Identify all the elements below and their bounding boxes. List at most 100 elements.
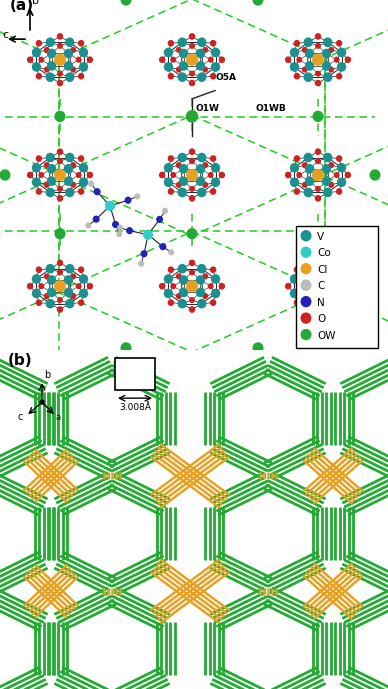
Circle shape	[328, 182, 334, 188]
Circle shape	[64, 287, 73, 297]
Circle shape	[323, 264, 333, 274]
Circle shape	[202, 274, 208, 280]
Circle shape	[290, 289, 299, 298]
Circle shape	[210, 188, 217, 195]
Circle shape	[337, 274, 346, 284]
Circle shape	[197, 187, 206, 197]
Circle shape	[36, 188, 42, 195]
Circle shape	[36, 267, 42, 273]
Circle shape	[36, 40, 42, 47]
Circle shape	[197, 264, 206, 274]
Circle shape	[322, 61, 331, 71]
Circle shape	[189, 80, 195, 86]
Circle shape	[328, 47, 334, 53]
Circle shape	[65, 153, 74, 163]
Text: O1W: O1W	[196, 104, 220, 113]
Circle shape	[168, 188, 174, 195]
Circle shape	[70, 47, 76, 53]
Circle shape	[189, 158, 195, 164]
Circle shape	[45, 264, 55, 274]
Circle shape	[168, 267, 174, 273]
Circle shape	[312, 54, 324, 66]
Text: O: O	[317, 314, 325, 324]
Circle shape	[322, 164, 331, 174]
Circle shape	[57, 186, 63, 192]
Circle shape	[94, 188, 100, 195]
Circle shape	[211, 163, 220, 172]
Circle shape	[336, 299, 342, 306]
Circle shape	[197, 153, 206, 163]
Circle shape	[57, 80, 63, 86]
Circle shape	[170, 283, 176, 289]
Circle shape	[315, 297, 321, 303]
Circle shape	[159, 283, 165, 289]
Circle shape	[93, 216, 100, 223]
Circle shape	[369, 169, 381, 181]
Circle shape	[323, 187, 333, 197]
Circle shape	[337, 48, 346, 57]
Circle shape	[179, 275, 188, 285]
Circle shape	[187, 228, 197, 239]
Circle shape	[303, 187, 313, 197]
Circle shape	[312, 228, 324, 239]
Circle shape	[334, 283, 340, 289]
Circle shape	[328, 293, 334, 299]
Circle shape	[323, 72, 333, 82]
Circle shape	[328, 66, 334, 72]
Circle shape	[303, 37, 313, 47]
Circle shape	[322, 176, 331, 186]
Circle shape	[315, 195, 321, 202]
Circle shape	[121, 342, 132, 353]
Circle shape	[57, 43, 63, 49]
Circle shape	[57, 33, 63, 40]
Circle shape	[179, 287, 188, 297]
Circle shape	[47, 287, 56, 297]
Text: O1WB: O1WB	[256, 104, 287, 113]
Circle shape	[211, 48, 220, 57]
Circle shape	[57, 148, 63, 155]
Circle shape	[196, 164, 205, 174]
Circle shape	[47, 61, 56, 71]
Text: N: N	[317, 298, 325, 308]
Text: b: b	[44, 370, 50, 380]
Circle shape	[303, 299, 313, 309]
Circle shape	[162, 207, 168, 214]
Bar	[296, 227, 378, 348]
Circle shape	[189, 70, 195, 76]
Circle shape	[187, 111, 197, 122]
Circle shape	[189, 33, 195, 40]
Circle shape	[315, 70, 321, 76]
Circle shape	[45, 187, 55, 197]
Circle shape	[189, 43, 195, 49]
Circle shape	[302, 274, 308, 280]
Circle shape	[140, 250, 147, 257]
Circle shape	[300, 312, 312, 324]
Circle shape	[178, 37, 187, 47]
Circle shape	[32, 289, 41, 298]
Circle shape	[253, 342, 263, 353]
Circle shape	[64, 275, 73, 285]
Circle shape	[189, 306, 195, 313]
Text: (b): (b)	[8, 353, 33, 368]
Circle shape	[345, 283, 351, 289]
Text: (a): (a)	[10, 0, 34, 13]
Circle shape	[315, 186, 321, 192]
Circle shape	[196, 49, 205, 59]
Circle shape	[168, 40, 174, 47]
Circle shape	[78, 73, 84, 79]
Circle shape	[178, 299, 187, 309]
Text: Co: Co	[317, 248, 331, 258]
Circle shape	[337, 62, 346, 72]
Circle shape	[47, 176, 56, 186]
Circle shape	[312, 111, 324, 122]
Circle shape	[336, 188, 342, 195]
Circle shape	[57, 269, 63, 276]
Circle shape	[44, 66, 50, 72]
Circle shape	[189, 148, 195, 155]
Circle shape	[65, 264, 74, 274]
Circle shape	[138, 260, 144, 267]
Circle shape	[0, 169, 10, 181]
Circle shape	[302, 162, 308, 168]
Circle shape	[328, 274, 334, 280]
Circle shape	[294, 188, 300, 195]
